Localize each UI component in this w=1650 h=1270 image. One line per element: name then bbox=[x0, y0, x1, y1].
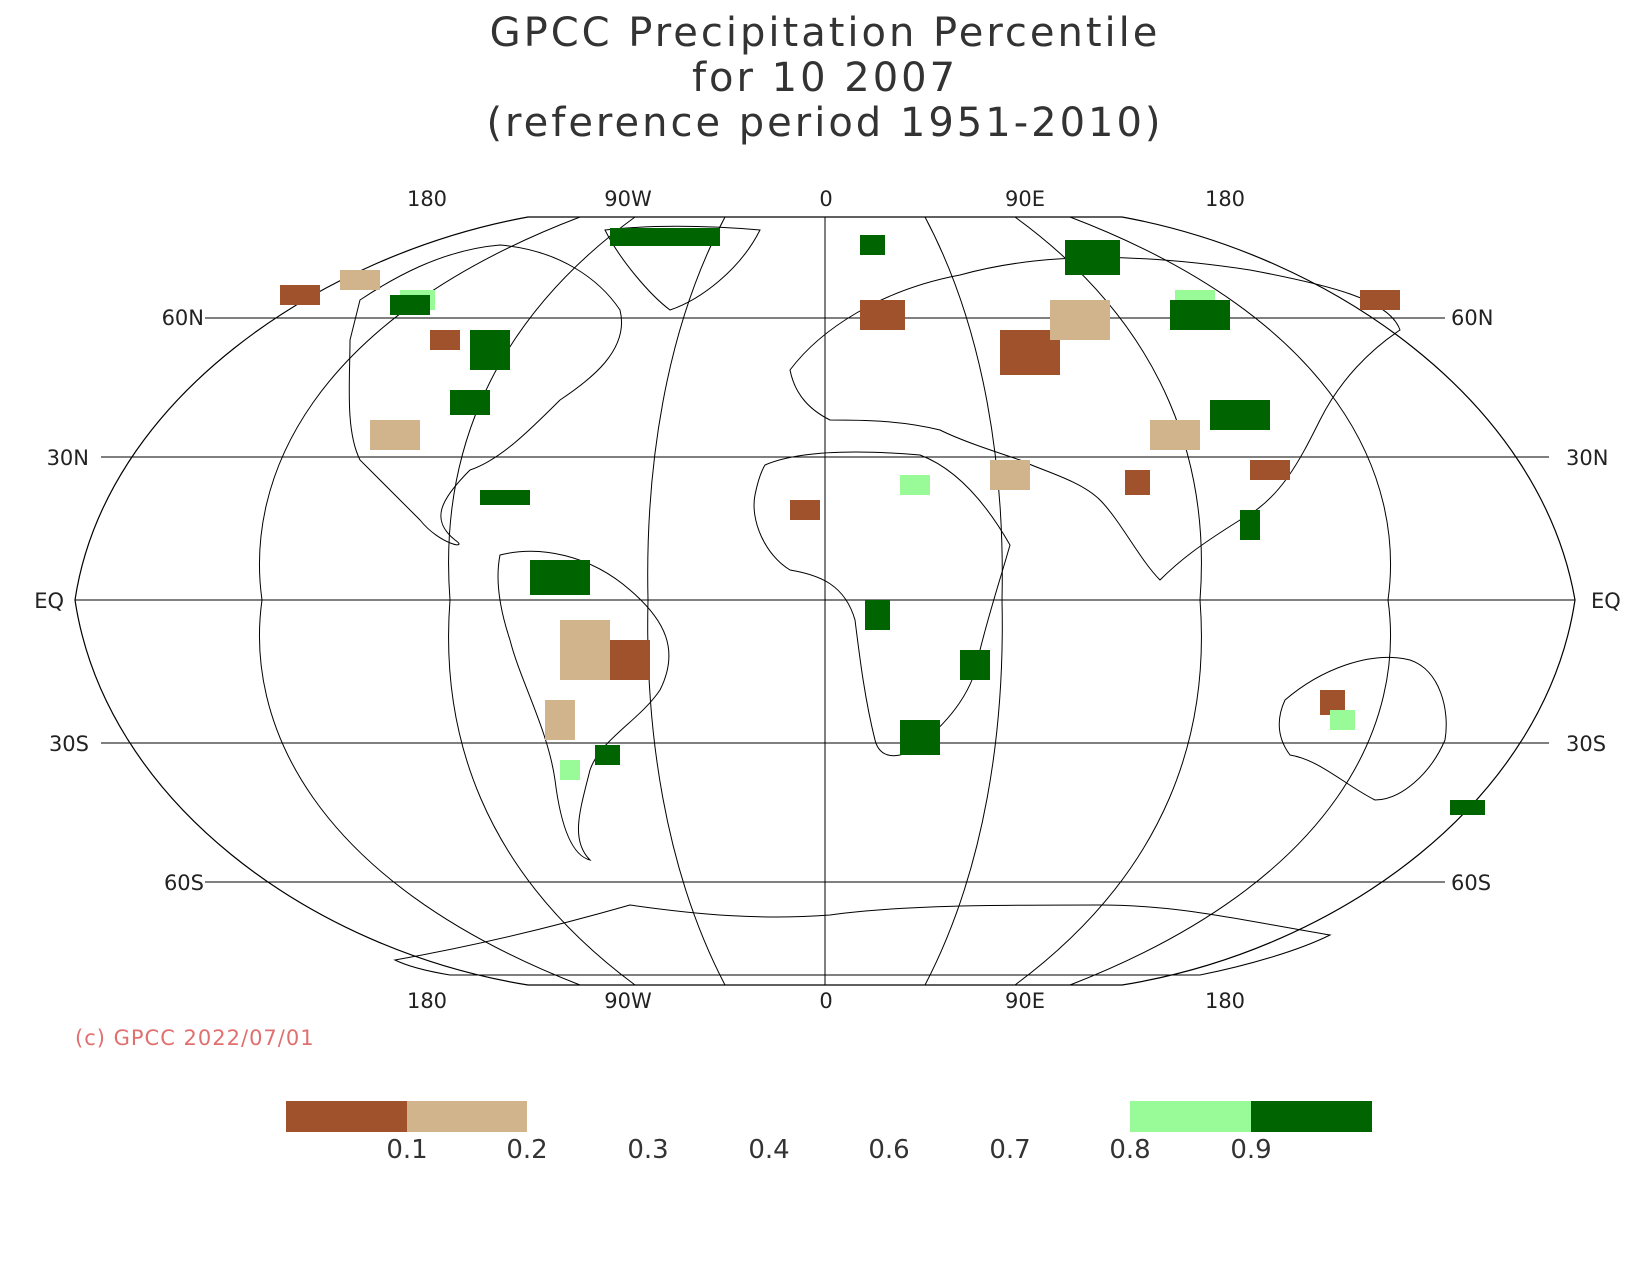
legend-swatch-0-8-to-0-9 bbox=[1130, 1101, 1251, 1132]
legend-tick-0-6: 0.6 bbox=[868, 1135, 909, 1165]
coastlines bbox=[348, 225, 1447, 976]
lon-label-top-90e: 90E bbox=[1005, 187, 1045, 211]
title-line-2: for 10 2007 bbox=[692, 55, 958, 101]
cell-dry-brazil bbox=[610, 640, 650, 680]
lat-labels-left: 60N 30N EQ 30S 60S bbox=[34, 306, 204, 895]
lat-label-left-30n: 30N bbox=[47, 446, 89, 470]
meridian-40w bbox=[647, 216, 726, 986]
title-line-1: GPCC Precipitation Percentile bbox=[490, 10, 1161, 56]
lat-label-left-eq: EQ bbox=[34, 589, 64, 613]
cell-dark-green-west-siberia bbox=[1065, 240, 1120, 275]
cell-dark-green-indochina bbox=[1240, 510, 1260, 540]
legend-tick-0-7: 0.7 bbox=[989, 1135, 1030, 1165]
cell-dark-green-new-zealand bbox=[1450, 800, 1485, 815]
legend-swatch-0-1-to-0-2 bbox=[407, 1101, 527, 1132]
lon-label-bottom-180w: 180 bbox=[407, 989, 447, 1013]
cell-dry-india bbox=[1125, 470, 1150, 495]
legend-ticks: 0.1 0.2 0.3 0.4 0.6 0.7 0.8 0.9 bbox=[386, 1135, 1271, 1165]
lon-label-top-90w: 90W bbox=[604, 187, 652, 211]
cell-dark-green-south-africa bbox=[900, 720, 940, 755]
legend-swatch-below-0-1 bbox=[286, 1101, 407, 1132]
meridian-110e bbox=[1014, 216, 1202, 986]
lon-label-top-180w: 180 bbox=[407, 187, 447, 211]
legend-colorbar bbox=[286, 1101, 1372, 1132]
cell-tan-amazon bbox=[560, 620, 610, 680]
cell-tan-usa bbox=[370, 420, 420, 450]
cell-dark-green-congo bbox=[865, 600, 890, 630]
cell-dry-alaska bbox=[280, 285, 320, 305]
lat-label-left-60n: 60N bbox=[162, 306, 204, 330]
cell-tan-alaska bbox=[340, 270, 380, 290]
cell-light-green-australia bbox=[1330, 710, 1355, 730]
cell-dark-green-east-siberia bbox=[1170, 300, 1230, 330]
cell-tan-russia bbox=[1050, 300, 1110, 340]
coast-australia bbox=[1278, 656, 1447, 801]
cell-dry-europe bbox=[860, 300, 905, 330]
title-line-3: (reference period 1951-2010) bbox=[486, 100, 1163, 146]
lat-label-right-60s: 60S bbox=[1451, 871, 1491, 895]
lat-label-left-30s: 30S bbox=[49, 732, 89, 756]
lat-label-right-30n: 30N bbox=[1566, 446, 1608, 470]
legend-tick-0-4: 0.4 bbox=[748, 1135, 789, 1165]
coast-greenland bbox=[604, 225, 761, 311]
cell-dry-sahel bbox=[790, 500, 820, 520]
cell-dark-green-greenland bbox=[610, 228, 720, 246]
cell-dry-canada bbox=[430, 330, 460, 350]
coast-north-america bbox=[348, 244, 622, 546]
cell-dark-green-uruguay bbox=[595, 745, 620, 765]
lat-label-right-60n: 60N bbox=[1451, 306, 1493, 330]
meridian-40e bbox=[924, 216, 1003, 986]
lon-labels-bottom: 180 90W 0 90E 180 bbox=[407, 989, 1245, 1013]
lat-labels-right: 60N 30N EQ 30S 60S bbox=[1451, 306, 1621, 895]
cell-dark-green-scandinavia bbox=[860, 235, 885, 255]
lon-label-bottom-180e: 180 bbox=[1205, 989, 1245, 1013]
lat-label-right-30s: 30S bbox=[1566, 732, 1606, 756]
legend-tick-0-3: 0.3 bbox=[627, 1135, 668, 1165]
legend-tick-0-8: 0.8 bbox=[1109, 1135, 1150, 1165]
cell-dark-green-great-lakes bbox=[450, 390, 490, 415]
meridian-150w bbox=[259, 216, 581, 986]
lon-label-top-0: 0 bbox=[819, 187, 832, 211]
percentile-cells bbox=[280, 228, 1485, 815]
legend-tick-0-9: 0.9 bbox=[1230, 1135, 1271, 1165]
cell-dark-green-mongolia bbox=[1210, 400, 1270, 430]
lat-label-right-eq: EQ bbox=[1591, 589, 1621, 613]
cell-tan-argentina bbox=[545, 700, 575, 740]
coast-antarctica bbox=[393, 904, 1332, 976]
lon-label-bottom-90w: 90W bbox=[604, 989, 652, 1013]
cell-dark-green-caribbean bbox=[480, 490, 530, 505]
meridian-110w bbox=[448, 216, 636, 986]
cell-tan-asia bbox=[1150, 420, 1200, 450]
cell-dark-green-east-africa bbox=[960, 650, 990, 680]
cell-dry-china bbox=[1250, 460, 1290, 480]
lon-labels-top: 180 90W 0 90E 180 bbox=[407, 187, 1245, 211]
lon-label-bottom-0: 0 bbox=[819, 989, 832, 1013]
legend-swatch-above-0-9 bbox=[1251, 1101, 1372, 1132]
cell-light-green-north-africa bbox=[900, 475, 930, 495]
lon-label-top-180e: 180 bbox=[1205, 187, 1245, 211]
lat-label-left-60s: 60S bbox=[164, 871, 204, 895]
map-outline bbox=[74, 216, 1576, 986]
copyright-label: (c) GPCC 2022/07/01 bbox=[75, 1026, 315, 1050]
lon-label-bottom-90e: 90E bbox=[1005, 989, 1045, 1013]
coast-south-america bbox=[497, 550, 670, 861]
cell-dark-green-canada bbox=[470, 330, 510, 370]
cell-dry-kamchatka bbox=[1360, 290, 1400, 310]
map-graticule bbox=[74, 216, 1576, 986]
cell-dark-green-hudson bbox=[390, 295, 430, 315]
cell-tan-middle-east bbox=[990, 460, 1030, 490]
legend-tick-0-1: 0.1 bbox=[386, 1135, 427, 1165]
legend-tick-0-2: 0.2 bbox=[506, 1135, 547, 1165]
cell-dark-green-amazon bbox=[530, 560, 590, 595]
cell-light-green-south-america bbox=[560, 760, 580, 780]
meridian-150e bbox=[1069, 216, 1391, 986]
